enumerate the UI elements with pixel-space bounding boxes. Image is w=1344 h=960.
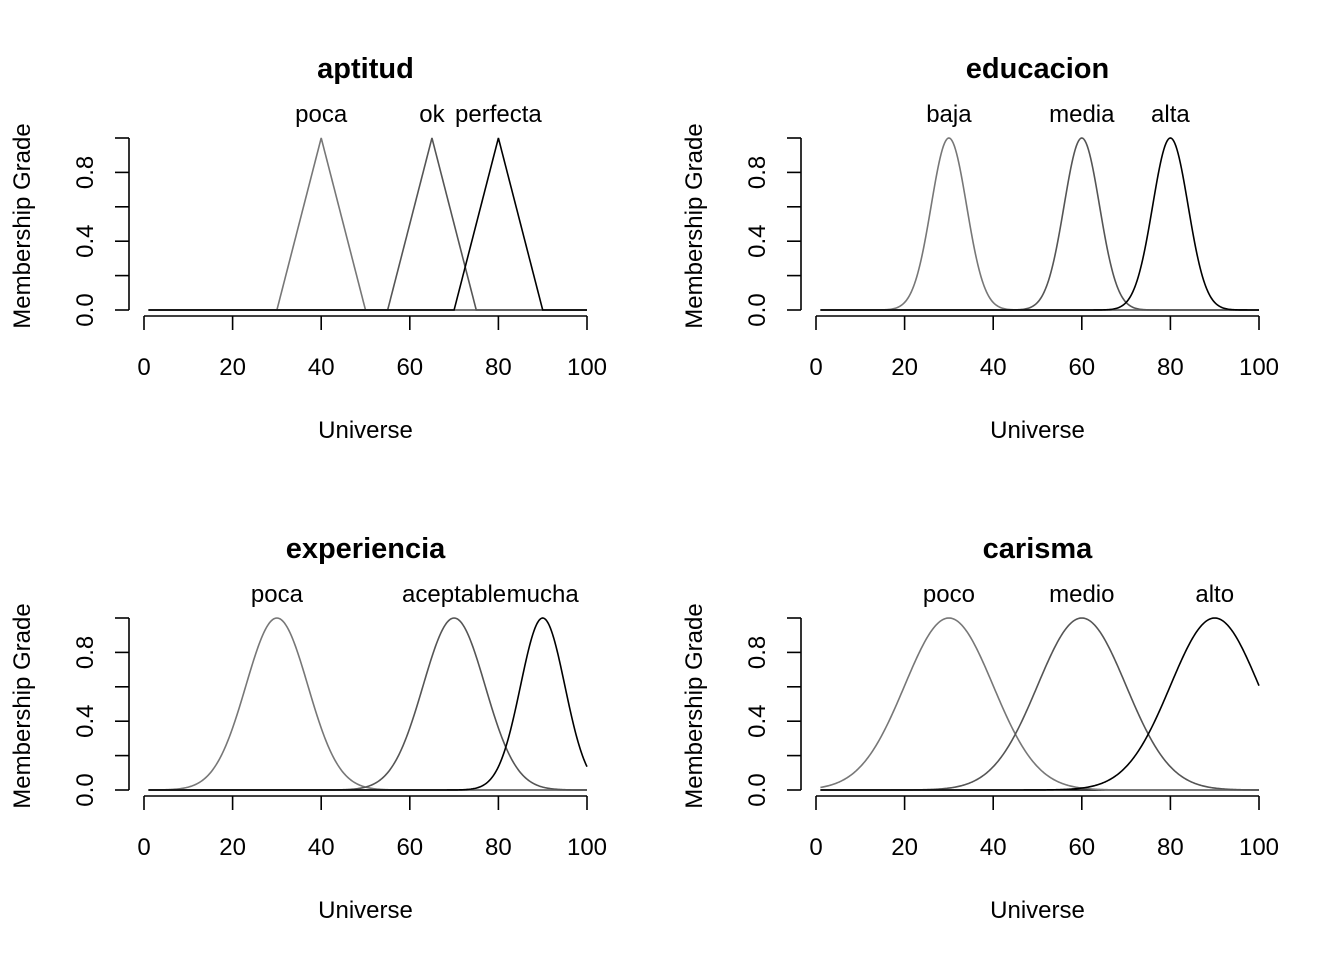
mf-label-media: media xyxy=(1049,101,1115,128)
y-tick-label: 0.0 xyxy=(744,773,771,806)
mf-curve-baja xyxy=(820,137,1259,311)
mf-curve-medio xyxy=(820,617,1259,791)
mf-label-poco: poco xyxy=(923,581,975,608)
mf-curve-alto xyxy=(820,617,1260,791)
mf-label-poca: poca xyxy=(295,101,348,128)
mf-curve-alta xyxy=(820,137,1259,311)
chart-title: carisma xyxy=(983,533,1094,565)
x-tick-label: 100 xyxy=(567,354,607,381)
chart-title: educacion xyxy=(966,53,1109,85)
x-tick-label: 60 xyxy=(1068,354,1095,381)
mf-curve-aceptable xyxy=(148,617,587,791)
chart-title: aptitud xyxy=(317,53,414,85)
x-axis-label: Universe xyxy=(318,897,413,924)
mf-curve-media xyxy=(820,137,1259,311)
x-tick-label: 40 xyxy=(308,834,335,861)
y-tick-label: 0.0 xyxy=(72,293,99,326)
x-tick-label: 0 xyxy=(809,834,822,861)
x-tick-label: 60 xyxy=(1068,834,1095,861)
y-tick-label: 0.4 xyxy=(744,705,771,738)
x-tick-label: 80 xyxy=(485,354,512,381)
membership-chart-3: carisma 0 20 40 60 80 100 0.0 0.4 0.8 Universe Memb… xyxy=(681,533,1279,924)
y-axis-label: Membership Grade xyxy=(9,603,36,808)
x-tick-label: 20 xyxy=(891,834,918,861)
mf-curve-mucha xyxy=(148,617,588,791)
mf-label-medio: medio xyxy=(1049,581,1114,608)
x-axis-label: Universe xyxy=(318,417,413,444)
mf-label-alto: alto xyxy=(1195,581,1234,608)
x-tick-label: 60 xyxy=(396,354,423,381)
mf-label-baja: baja xyxy=(926,101,972,128)
y-tick-label: 0.0 xyxy=(744,293,771,326)
x-tick-label: 80 xyxy=(1157,354,1184,381)
x-tick-label: 100 xyxy=(1239,354,1279,381)
membership-chart-0: aptitud 0 20 40 60 80 100 0.0 0.4 0.8 Universe Memb… xyxy=(9,53,607,444)
chart-title: experiencia xyxy=(286,533,446,565)
membership-chart-1: educacion 0 20 40 60 80 100 0.0 0.4 0.8 Universe Me… xyxy=(681,53,1279,444)
x-tick-label: 20 xyxy=(219,354,246,381)
membership-chart-2: experiencia 0 20 40 60 80 100 0.0 0.4 0.8 Universe… xyxy=(9,533,607,924)
x-tick-label: 0 xyxy=(809,354,822,381)
x-tick-label: 20 xyxy=(891,354,918,381)
x-tick-label: 80 xyxy=(1157,834,1184,861)
x-tick-label: 0 xyxy=(137,354,150,381)
y-tick-label: 0.8 xyxy=(72,636,99,669)
y-tick-label: 0.4 xyxy=(744,225,771,258)
x-tick-label: 40 xyxy=(980,354,1007,381)
y-axis-label: Membership Grade xyxy=(681,123,708,328)
x-tick-label: 100 xyxy=(1239,834,1279,861)
x-axis-label: Universe xyxy=(990,897,1085,924)
y-axis-label: Membership Grade xyxy=(681,603,708,808)
mf-label-poca: poca xyxy=(251,581,304,608)
mf-curve-perfecta xyxy=(148,137,587,311)
x-axis-label: Universe xyxy=(990,417,1085,444)
y-tick-label: 0.8 xyxy=(744,156,771,189)
y-axis-label: Membership Grade xyxy=(9,123,36,328)
mf-label-alta: alta xyxy=(1151,101,1190,128)
y-tick-label: 0.8 xyxy=(72,156,99,189)
mf-curve-poco xyxy=(820,617,1259,791)
mf-curve-poca xyxy=(148,617,587,791)
x-tick-label: 40 xyxy=(980,834,1007,861)
mf-label-ok: ok xyxy=(419,101,445,128)
mf-label-perfecta: perfecta xyxy=(455,101,542,128)
mf-label-mucha: mucha xyxy=(507,581,580,608)
y-tick-label: 0.4 xyxy=(72,705,99,738)
x-tick-label: 20 xyxy=(219,834,246,861)
x-tick-label: 80 xyxy=(485,834,512,861)
mf-label-aceptable: aceptable xyxy=(402,581,506,608)
y-tick-label: 0.4 xyxy=(72,225,99,258)
y-tick-label: 0.8 xyxy=(744,636,771,669)
x-tick-label: 40 xyxy=(308,354,335,381)
x-tick-label: 0 xyxy=(137,834,150,861)
x-tick-label: 60 xyxy=(396,834,423,861)
y-tick-label: 0.0 xyxy=(72,773,99,806)
x-tick-label: 100 xyxy=(567,834,607,861)
